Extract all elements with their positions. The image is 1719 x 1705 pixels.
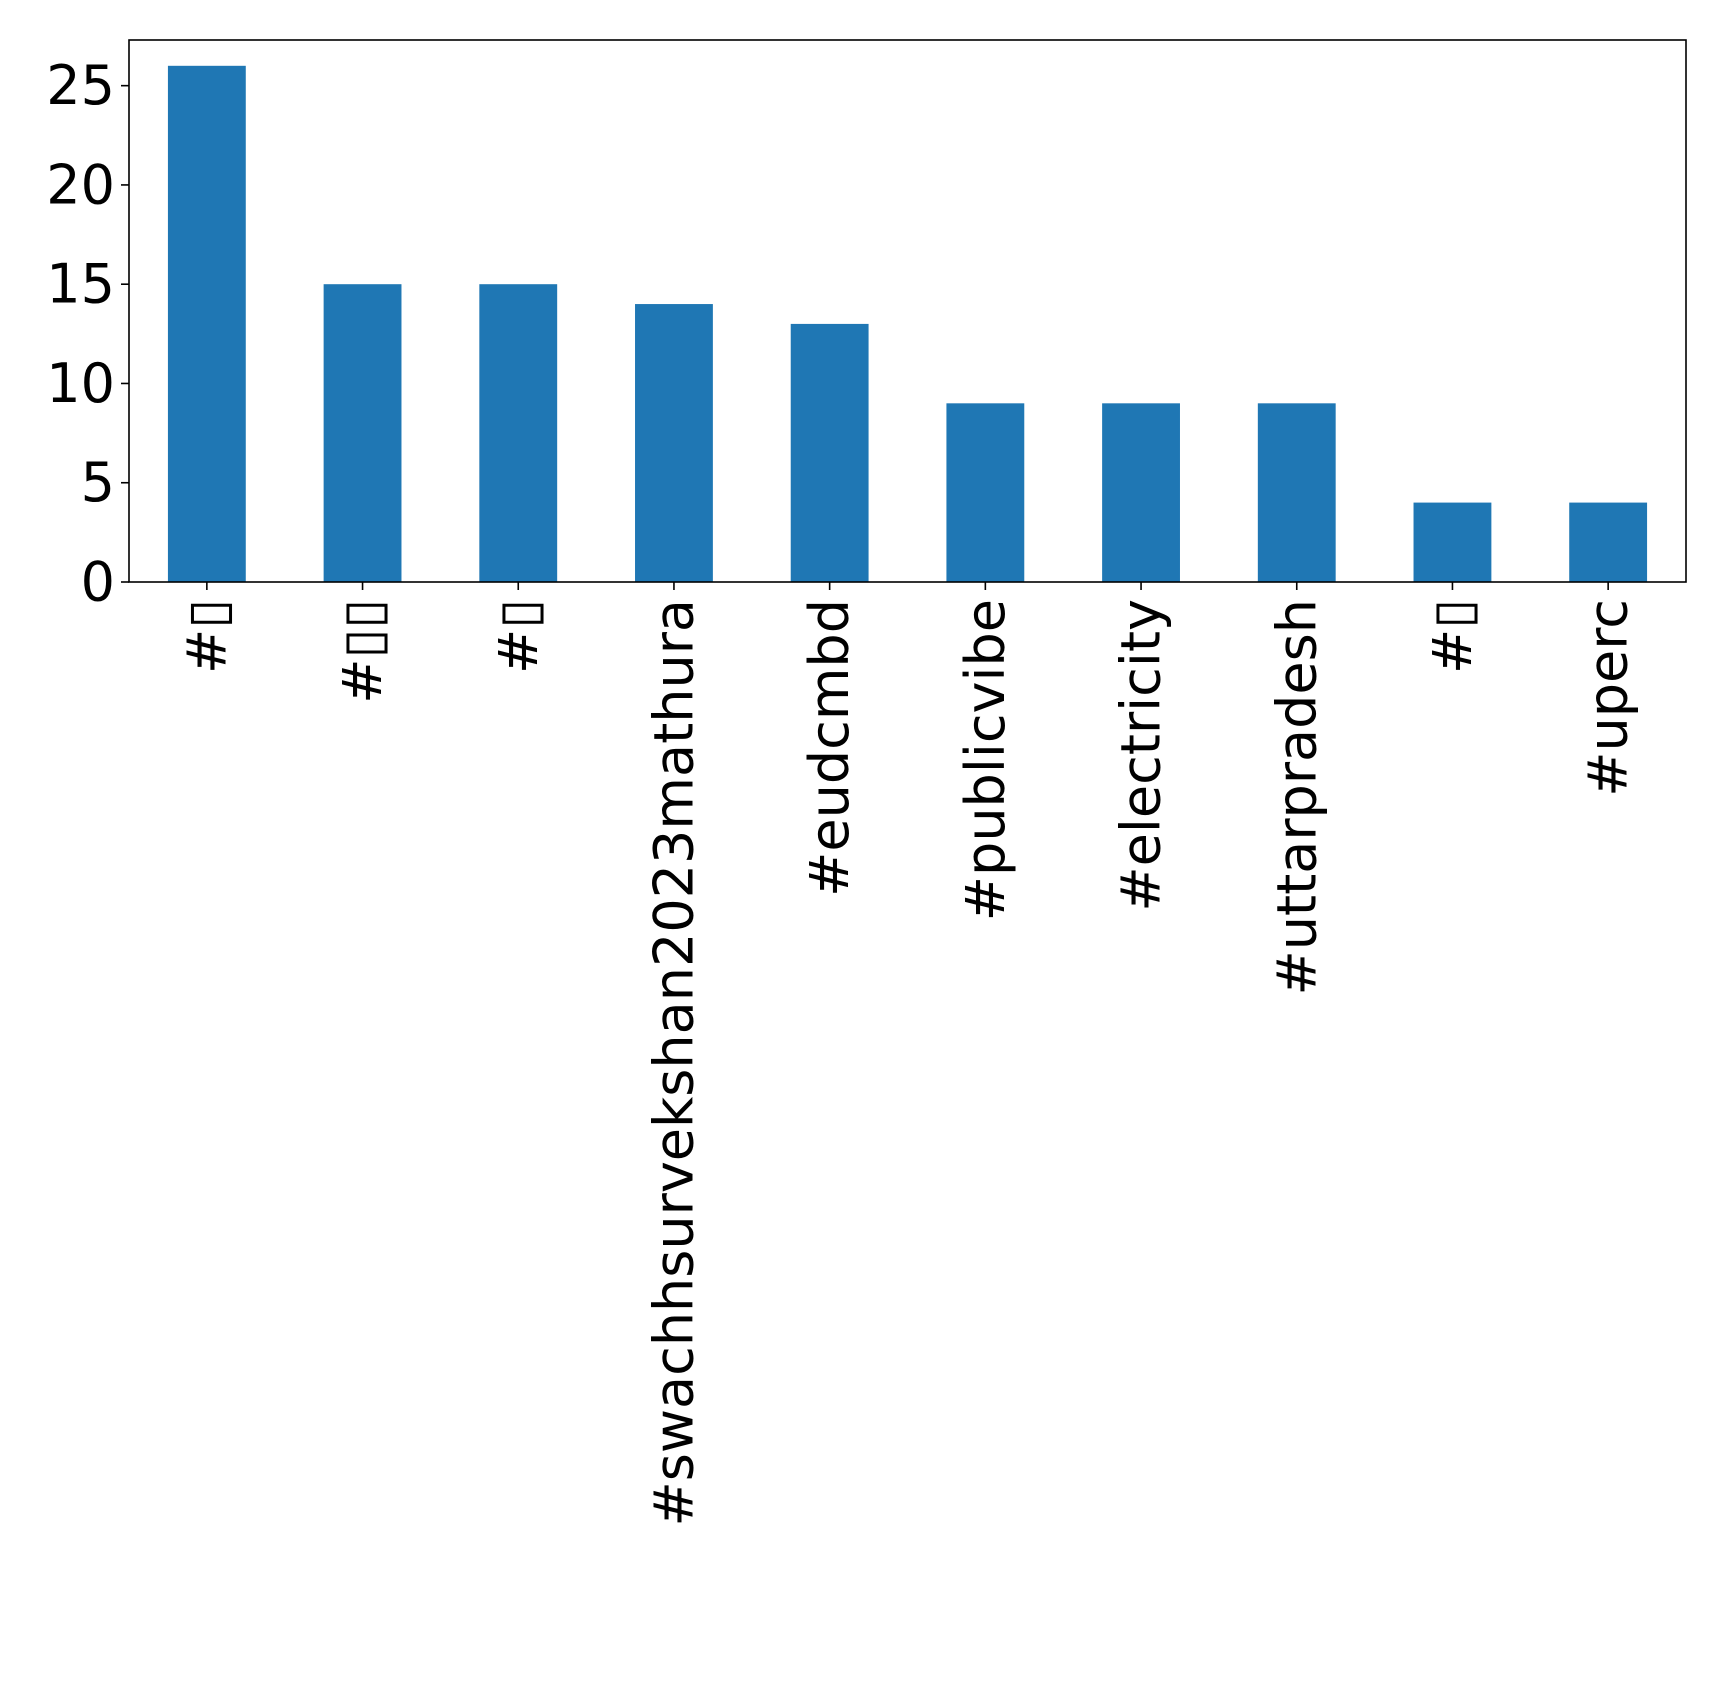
y-tick-label: 0: [81, 551, 115, 614]
y-tick-label: 25: [46, 54, 115, 117]
bar: [1413, 502, 1492, 582]
x-tick-label: #electricity: [1110, 599, 1173, 912]
bar: [1569, 502, 1648, 582]
y-tick-label: 10: [46, 352, 115, 415]
x-tick-label: #▯▯: [331, 599, 394, 704]
bar: [635, 304, 713, 582]
bar: [1102, 403, 1180, 582]
y-tick-label: 5: [81, 451, 115, 514]
x-axis: #▯ #▯▯ #▯ #swachhsurvekshan2023mathura #eudc…: [175, 582, 1640, 1527]
y-axis: 0 5 10 15 20 25: [46, 54, 129, 614]
x-tick-label: #▯: [1421, 599, 1484, 674]
x-tick-label: #uttarpradesh: [1265, 599, 1328, 996]
bar: [946, 403, 1025, 582]
x-tick-label: #swachhsurvekshan2023mathura: [642, 599, 705, 1527]
x-tick-label: #▯: [487, 599, 550, 674]
x-tick-label: #publicvibe: [954, 599, 1017, 921]
x-tick-label: #uperc: [1577, 599, 1640, 797]
x-tick-label: #eudcmbd: [798, 599, 861, 897]
y-tick-label: 20: [46, 153, 115, 216]
bars-group: [167, 65, 1648, 583]
bar: [479, 284, 558, 582]
x-tick-label: #▯: [175, 599, 238, 674]
bar: [323, 284, 402, 582]
bar: [790, 323, 869, 582]
plot-frame: [128, 39, 1687, 583]
y-tick-label: 15: [46, 253, 115, 316]
bar: [1257, 403, 1336, 582]
bar: [167, 65, 246, 583]
